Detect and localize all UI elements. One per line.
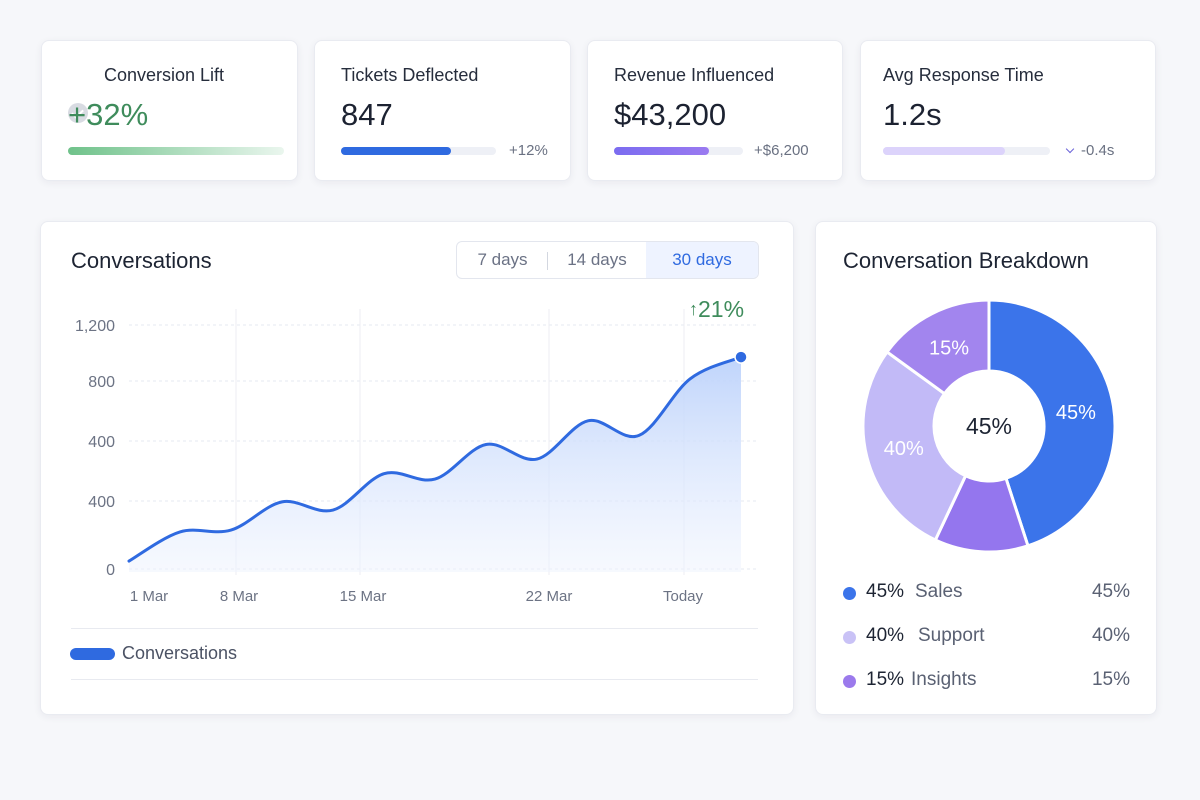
kpi-value: +32% [68, 97, 149, 132]
donut-slice[interactable] [987, 298, 1117, 548]
range-label: 7 days [477, 250, 528, 269]
legend-value: 40% [1091, 625, 1130, 646]
y-tick-label: 400 [88, 434, 115, 451]
kpi-progress-track [614, 147, 743, 155]
legend-value: 45% [1091, 581, 1130, 602]
legend-name: Sales [915, 581, 963, 602]
conversations-line-chart: 1,200 800 400 400 0 1 Mar 8 Mar 15 Mar 22 Mar Tod… [75, 309, 757, 605]
conversations-card: 1,200 800 400 400 0 1 Mar 8 Mar 15 Mar 22 Mar Tod… [40, 221, 794, 715]
slice-label: 40% [884, 438, 924, 460]
donut-slice[interactable] [884, 298, 991, 396]
kpi-value: 847 [341, 97, 393, 132]
x-tick-label: Today [663, 588, 704, 605]
donut-center-label: 45% [966, 413, 1012, 439]
y-tick-label: 800 [88, 374, 115, 391]
kpi-progress-fill [341, 147, 452, 155]
divider [71, 628, 758, 629]
x-tick-label: 15 Mar [340, 588, 387, 605]
legend-value: 15% [1091, 669, 1130, 690]
kpi-title: Revenue Influenced [614, 65, 775, 85]
kpi-value: 1.2s [883, 97, 942, 132]
divider [547, 252, 548, 270]
y-tick-label: 0 [106, 562, 115, 579]
kpi-value: $43,200 [614, 97, 727, 132]
breakdown-donut-chart: 45% 40% 15% 45% [861, 298, 1117, 554]
range-label: 14 days [567, 250, 627, 269]
kpi-card-revenue-influenced: Revenue Influenced $43,200 +$6,200 [587, 40, 843, 181]
breakdown-title: Conversation Breakdown [843, 248, 1089, 273]
legend-item-support: 40% Support 40% [843, 625, 1133, 649]
kpi-card-conversion-lift: Conversion Lift +32% [41, 40, 298, 181]
kpi-progress-track [883, 147, 1050, 155]
kpi-delta: -0.4s [1081, 142, 1115, 159]
slice-label: 45% [1056, 402, 1096, 424]
range-selector: 7 days 14 days 30 days [456, 241, 759, 279]
series-line [127, 355, 743, 563]
donut-slice[interactable] [861, 349, 968, 543]
kpi-progress-fill [614, 147, 710, 155]
kpi-card-avg-response-time: Avg Response Time 1.2s -0.4s [860, 40, 1156, 181]
arrow-up-icon: ↑ [689, 299, 698, 319]
chevron-down-icon [1065, 144, 1075, 154]
change-indicator: ↑21% [689, 296, 744, 323]
kpi-progress-track [68, 147, 284, 155]
slice-label: 15% [929, 338, 969, 360]
x-tick-label: 22 Mar [526, 588, 573, 605]
kpi-progress-track [341, 147, 496, 155]
kpi-progress-fill [883, 147, 1005, 155]
range-option-7-days[interactable]: 7 days [457, 242, 548, 278]
data-point-latest[interactable] [734, 350, 748, 364]
kpi-card-tickets-deflected: Tickets Deflected 847 +12% [314, 40, 571, 181]
legend-label: Conversations [122, 643, 238, 663]
legend-name: Support [918, 625, 985, 646]
divider [71, 679, 758, 680]
range-label: 30 days [672, 250, 732, 269]
y-tick-label: 400 [88, 494, 115, 511]
legend-dot [843, 587, 856, 600]
legend-item-sales: 45% Sales 45% [843, 581, 1133, 605]
change-value: 21% [698, 296, 745, 322]
legend-dot [843, 631, 856, 644]
kpi-delta: +12% [509, 142, 548, 159]
legend-percent: 40% [866, 625, 905, 646]
range-option-30-days[interactable]: 30 days [646, 242, 758, 278]
legend-dot [843, 675, 856, 688]
x-tick-label: 1 Mar [130, 588, 168, 605]
kpi-progress-fill [68, 147, 284, 155]
x-tick-label: 8 Mar [220, 588, 258, 605]
check-circle-icon [68, 103, 88, 123]
kpi-title: Tickets Deflected [341, 65, 479, 85]
legend-percent: 45% [866, 581, 905, 602]
kpi-title: Avg Response Time [883, 65, 1044, 85]
conversations-title: Conversations [71, 248, 212, 273]
range-option-14-days[interactable]: 14 days [548, 242, 646, 278]
conversation-breakdown-card: Conversation Breakdown 45% 40% 15% 45% 45% … [815, 221, 1157, 715]
y-tick-label: 1,200 [75, 318, 115, 335]
legend-swatch [70, 648, 115, 660]
legend-percent: 15% [866, 669, 905, 690]
legend-name: Insights [911, 669, 977, 690]
legend-item-insights: 15% Insights 15% [843, 669, 1133, 693]
kpi-delta: +$6,200 [754, 142, 809, 159]
series-area [129, 357, 741, 572]
kpi-title: Conversion Lift [104, 65, 225, 85]
